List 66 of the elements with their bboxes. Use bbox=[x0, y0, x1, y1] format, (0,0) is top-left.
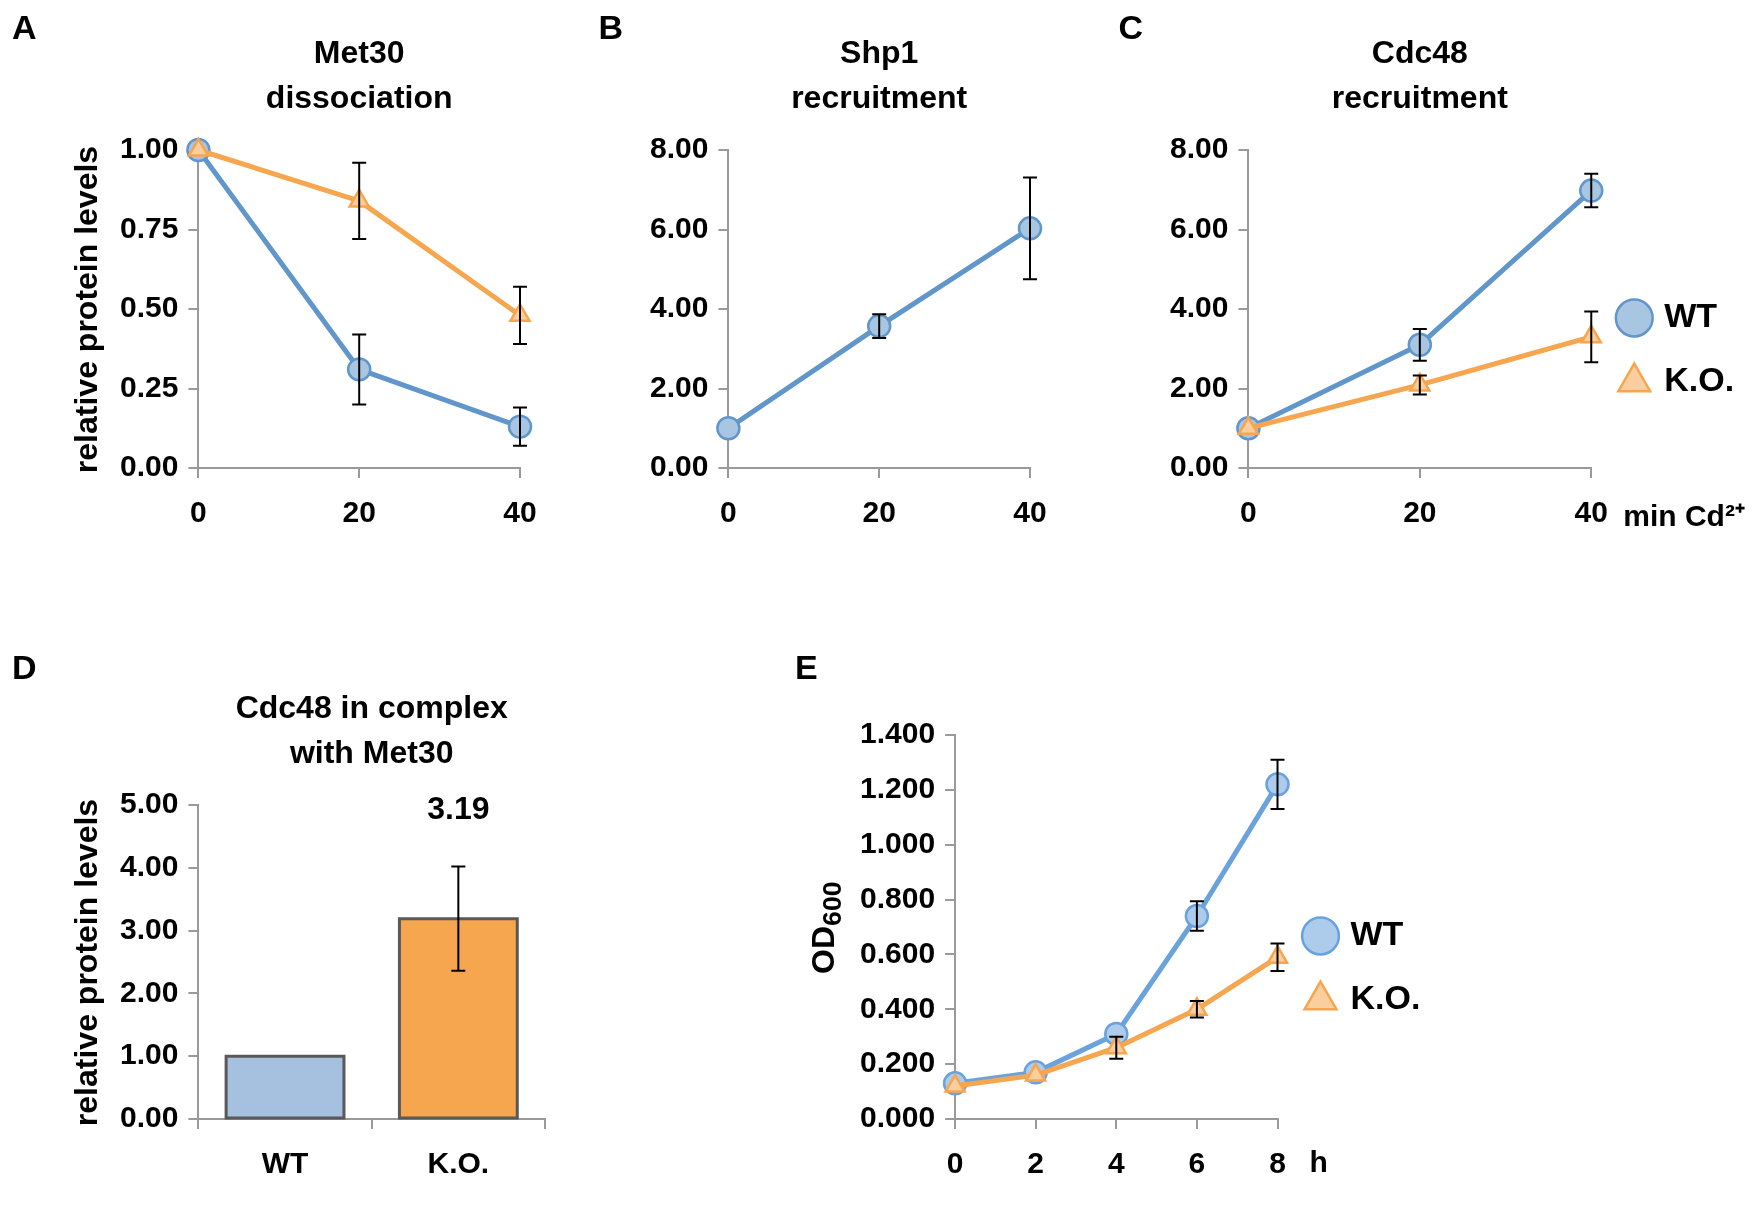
legend-label: K.O. bbox=[1350, 978, 1421, 1017]
point bbox=[187, 137, 210, 157]
y-tick-label: 5.00 bbox=[120, 786, 179, 820]
text: B bbox=[598, 8, 623, 47]
y-tick-label: 1.000 bbox=[860, 825, 936, 859]
chart-title: Met30 dissociation bbox=[264, 33, 454, 117]
y-tick-label: 0.00 bbox=[650, 449, 709, 483]
x-tick-label: 20 bbox=[342, 495, 376, 529]
x-tick-label: 8 bbox=[1269, 1146, 1286, 1180]
point bbox=[716, 416, 741, 441]
x-tick-label: WT bbox=[261, 1146, 309, 1180]
x-tick-label: 0 bbox=[720, 495, 737, 529]
y-tick-label: 0.25 bbox=[120, 369, 179, 403]
x-tick-label: 40 bbox=[1013, 495, 1047, 529]
x-tick-label: 0 bbox=[190, 495, 207, 529]
x-tick-label: 4 bbox=[1107, 1146, 1125, 1180]
text: A bbox=[12, 8, 37, 47]
y-tick-label: 2.00 bbox=[650, 369, 709, 403]
y-tick-label: 0.400 bbox=[860, 990, 936, 1024]
x-tick-label: 6 bbox=[1188, 1146, 1206, 1180]
legend-label: WT bbox=[1664, 296, 1718, 335]
y-tick-label: 0.00 bbox=[120, 449, 179, 483]
x-tick-label: 40 bbox=[1574, 495, 1608, 529]
chart-title: Cdc48 recruitment bbox=[1330, 33, 1509, 117]
x-tick-label: 40 bbox=[503, 495, 537, 529]
y-tick-label: 1.400 bbox=[860, 716, 936, 750]
y-tick-label: 4.00 bbox=[1170, 290, 1229, 324]
y-tick-label: 2.00 bbox=[120, 974, 179, 1008]
y-tick-label: 0.200 bbox=[860, 1045, 936, 1079]
x-tick-label: 20 bbox=[1403, 495, 1437, 529]
legend-label: WT bbox=[1350, 914, 1404, 953]
y-tick-label: 1.200 bbox=[860, 771, 936, 805]
y-tick-label: 0.000 bbox=[860, 1100, 936, 1134]
x-tick-label: 0 bbox=[1240, 495, 1257, 529]
y-tick-label: 6.00 bbox=[1170, 210, 1229, 244]
x-tick-label: K.O. bbox=[427, 1146, 490, 1180]
y-tick-label: 6.00 bbox=[650, 210, 709, 244]
y-axis-title: relative protein levels bbox=[67, 798, 105, 1126]
point bbox=[1237, 416, 1260, 435]
y-tick-label: 3.00 bbox=[120, 911, 179, 945]
y-tick-label: 0.800 bbox=[860, 880, 936, 914]
y-tick-label: 1.00 bbox=[120, 1037, 179, 1071]
y-axis-title: relative protein levels bbox=[67, 145, 105, 473]
text: C bbox=[1118, 8, 1143, 47]
chart-title: Shp1 recruitment bbox=[790, 33, 969, 117]
y-tick-label: 0.00 bbox=[1170, 449, 1229, 483]
y-tick-label: 8.00 bbox=[1170, 131, 1229, 165]
x-tick-label: 20 bbox=[862, 495, 896, 529]
y-tick-label: 0.600 bbox=[860, 935, 936, 969]
y-tick-label: 0.00 bbox=[120, 1100, 179, 1134]
chart-title: Cdc48 in complex with Met30 bbox=[234, 688, 509, 772]
legend-label: K.O. bbox=[1664, 360, 1735, 399]
y-tick-label: 1.00 bbox=[120, 131, 179, 165]
x-axis-title: min Cd²⁺ bbox=[1623, 498, 1745, 534]
x-axis-title: h bbox=[1309, 1145, 1328, 1179]
x-tick-label: 2 bbox=[1027, 1146, 1045, 1180]
y-tick-label: 2.00 bbox=[1170, 369, 1229, 403]
x-tick-label: 0 bbox=[946, 1146, 964, 1180]
text: E bbox=[795, 648, 818, 687]
y-tick-label: 0.75 bbox=[120, 210, 179, 244]
y-tick-label: 0.50 bbox=[120, 290, 179, 324]
text: D bbox=[12, 648, 37, 687]
y-tick-label: 8.00 bbox=[650, 131, 709, 165]
y-tick-label: 4.00 bbox=[120, 849, 179, 883]
data-label: 3.19 bbox=[427, 790, 490, 827]
y-tick-label: 4.00 bbox=[650, 290, 709, 324]
